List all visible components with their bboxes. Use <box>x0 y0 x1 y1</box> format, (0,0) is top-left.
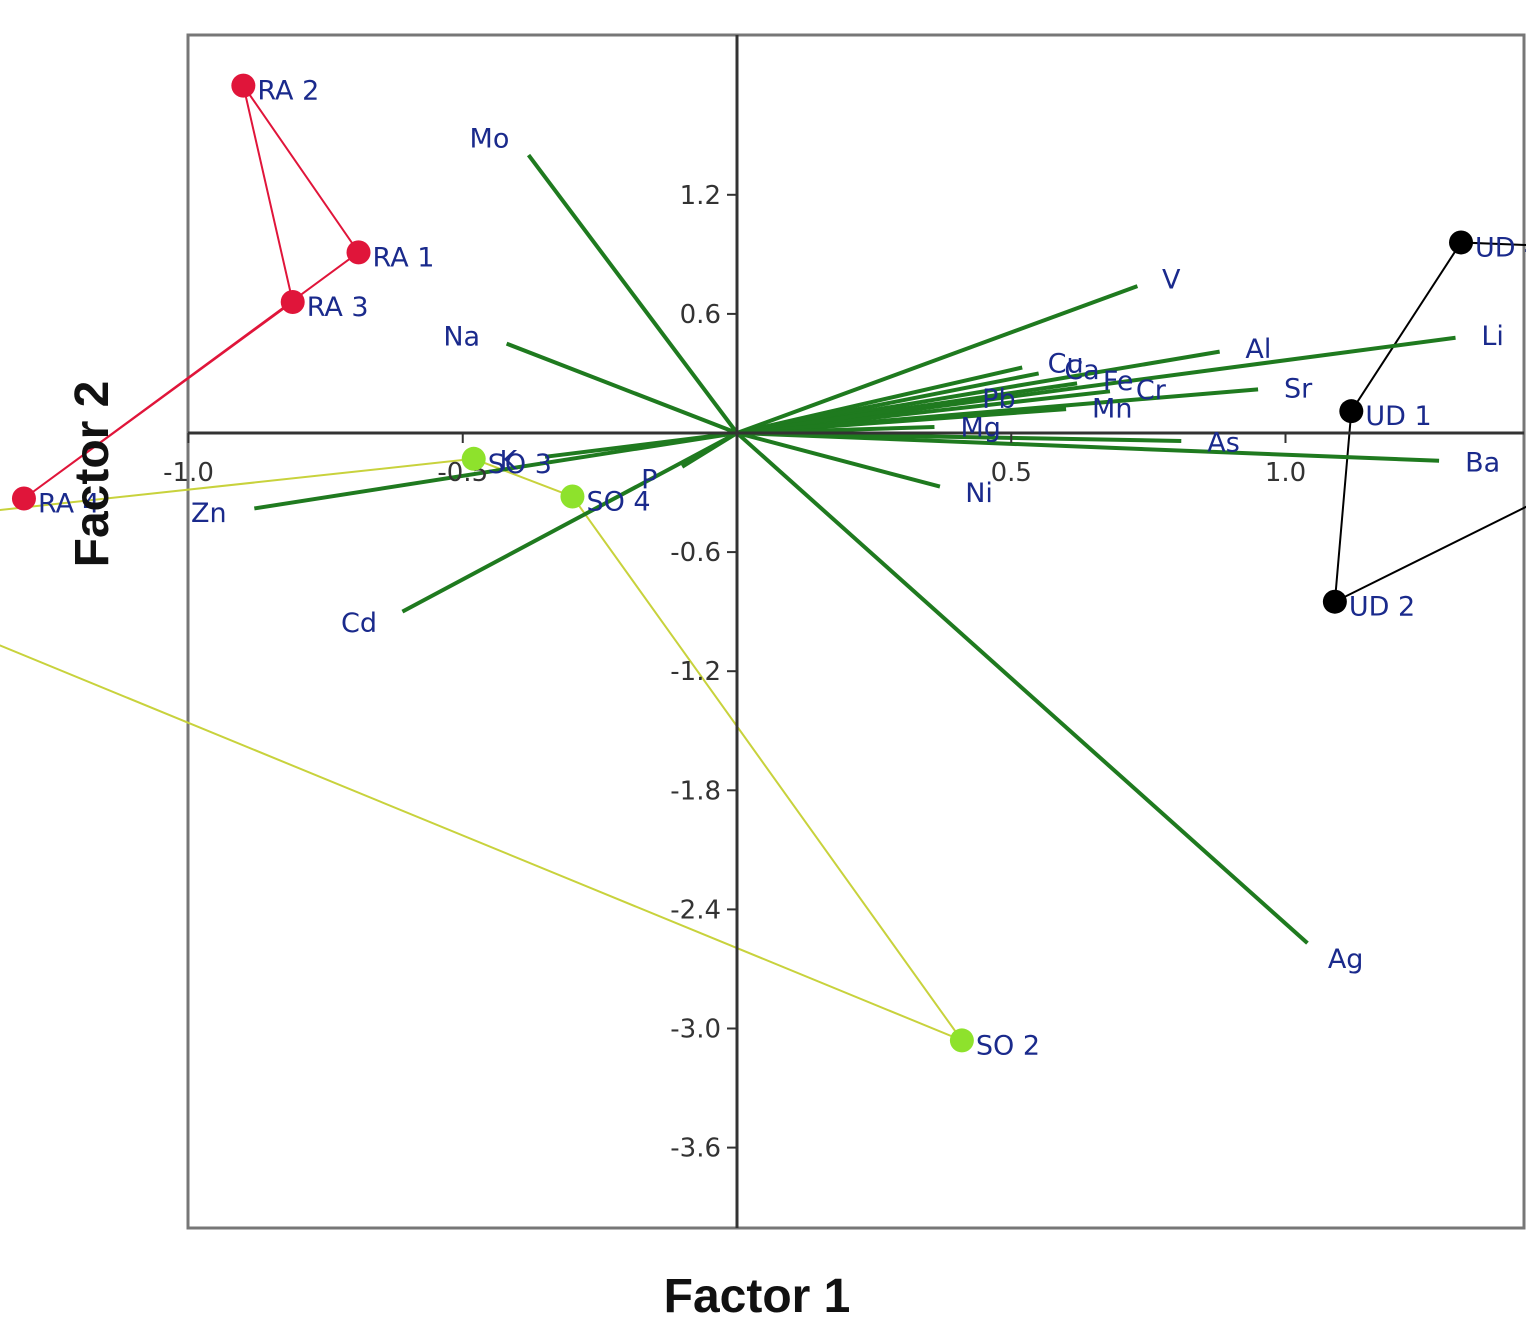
loading-label-as: As <box>1207 427 1240 458</box>
x-axis-title: Factor 1 <box>664 1270 851 1317</box>
loading-label-p: P <box>641 464 657 495</box>
loading-vector-zn <box>254 431 738 511</box>
point-ra-4 <box>11 486 36 511</box>
x-tick-label: 1.0 <box>1265 458 1306 488</box>
hull-ud <box>1333 241 1526 604</box>
loading-vector-mo <box>526 153 739 435</box>
y-tick-label: -0.6 <box>670 538 721 568</box>
loading-label-cr: Cr <box>1136 375 1167 406</box>
plot-frame <box>186 33 1526 1230</box>
y-tick-label: 1.2 <box>680 181 721 211</box>
point-label-so-4: SO 4 <box>586 487 650 518</box>
point-ra-1 <box>346 240 371 265</box>
loading-vector-ba <box>736 431 1440 463</box>
y-tick-label: -3.0 <box>670 1015 721 1045</box>
loading-label-zn: Zn <box>191 498 227 529</box>
loading-label-mn: Mn <box>1092 394 1132 425</box>
point-label-ra-3: RA 3 <box>307 292 369 323</box>
loading-vector-v <box>736 284 1139 435</box>
point-label-ud-1: UD 1 <box>1365 401 1431 432</box>
point-so-4 <box>560 484 585 509</box>
loading-vector-ca <box>736 371 1040 435</box>
y-tick-label: -1.8 <box>670 776 721 806</box>
loading-vector-cd <box>401 431 738 614</box>
point-so-2 <box>949 1028 974 1053</box>
loading-label-ag: Ag <box>1328 944 1364 975</box>
loading-label-li: Li <box>1481 321 1504 352</box>
loading-vector-pb <box>736 399 957 435</box>
point-ud-2 <box>1322 589 1347 614</box>
sample-points <box>11 73 1474 1053</box>
loading-vector-sr <box>736 387 1259 435</box>
point-ud-1 <box>1339 399 1364 424</box>
loading-label-v: V <box>1162 265 1181 296</box>
y-tick-label: 0.6 <box>680 300 721 330</box>
loading-vector-na <box>505 341 738 435</box>
point-so-3 <box>461 446 486 471</box>
point-label-ra-1: RA 1 <box>373 242 435 273</box>
point-label-ra-2: RA 2 <box>257 76 319 107</box>
point-label-ra-4: RA 4 <box>38 489 100 520</box>
y-tick-label: -2.4 <box>670 895 721 925</box>
loading-label-fe: Fe <box>1103 366 1134 397</box>
loading-label-ba: Ba <box>1465 448 1500 479</box>
loading-label-sr: Sr <box>1284 373 1313 404</box>
loading-label-al: Al <box>1245 334 1271 365</box>
axis-ticks: -2.0-1.5-1.0-0.50.51.01.52.02.51.20.6-0.… <box>163 181 1306 1164</box>
y-axis-title: Factor 2 <box>66 381 119 568</box>
point-ra-2 <box>231 73 256 98</box>
loading-label-ca: Ca <box>1064 355 1099 386</box>
point-label-ud-2: UD 2 <box>1349 592 1415 623</box>
x-tick-label: -1.0 <box>163 458 214 488</box>
point-ra-3 <box>280 289 305 314</box>
loading-vector-ni <box>736 431 941 489</box>
loading-label-k: K <box>499 446 518 477</box>
loading-label-ni: Ni <box>965 478 993 509</box>
point-label-so-3: SO 3 <box>488 449 552 480</box>
point-label-so-2: SO 2 <box>976 1030 1040 1061</box>
point-label-ud-4: UD 4 <box>1475 232 1526 263</box>
loading-label-cd: Cd <box>341 608 377 639</box>
loading-label-mo: Mo <box>470 124 510 155</box>
loading-label-na: Na <box>443 322 480 353</box>
loading-label-mg: Mg <box>960 412 1000 443</box>
loading-vector-ag <box>735 431 1309 945</box>
x-tick-label: 0.5 <box>991 458 1032 488</box>
y-tick-label: -3.6 <box>670 1134 721 1164</box>
loading-vectors <box>254 153 1456 945</box>
point-ud-4 <box>1449 230 1474 255</box>
loading-label-pb: Pb <box>982 384 1015 415</box>
loading-label-cu: Cu <box>1048 349 1084 380</box>
y-tick-label: -1.2 <box>670 657 721 687</box>
